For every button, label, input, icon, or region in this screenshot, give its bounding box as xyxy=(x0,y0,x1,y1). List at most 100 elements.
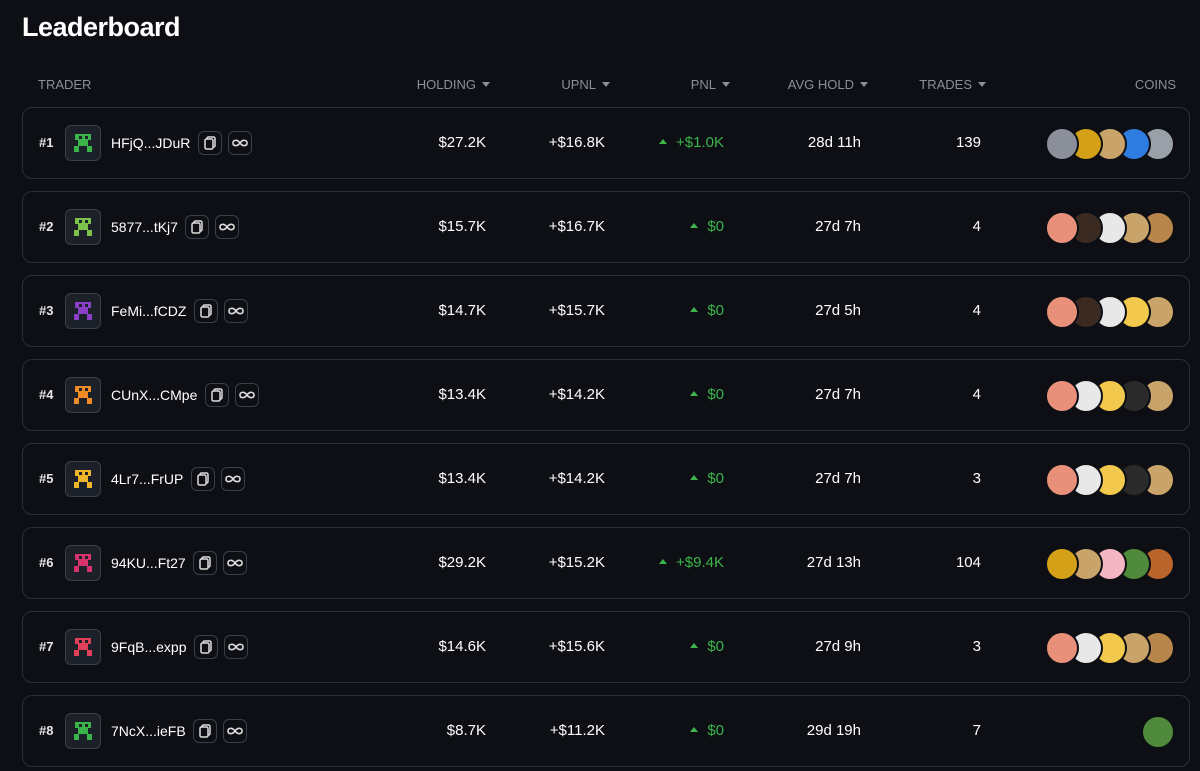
column-header[interactable]: PNL xyxy=(620,77,730,92)
link-button[interactable] xyxy=(223,719,247,743)
column-header[interactable]: HOLDING xyxy=(380,77,490,92)
avg-hold: 27d 9h xyxy=(815,638,861,655)
link-button[interactable] xyxy=(224,635,248,659)
trades: 139 xyxy=(955,134,981,151)
pnl: $0 xyxy=(613,192,724,262)
upnl: +$16.8K xyxy=(548,134,605,151)
column-header[interactable]: UPNL xyxy=(500,77,610,92)
column-label: AVG HOLD xyxy=(787,77,854,92)
trader-avatar xyxy=(65,209,101,245)
table-row: #8 7NcX...ieFB $8.7K +$11.2K $0 29d 19h 7 xyxy=(22,695,1190,767)
table-row: #2 5877...tKj7 $15.7K +$16.7K $0 27d 7h 4 xyxy=(22,191,1190,263)
coin-icon[interactable] xyxy=(1045,463,1079,497)
sort-arrow[interactable] xyxy=(602,82,610,87)
holding: $14.6K xyxy=(438,638,486,655)
avg-hold: 29d 19h xyxy=(806,722,861,739)
trader-avatar xyxy=(65,293,101,329)
link-icon xyxy=(225,475,241,483)
copy-button[interactable] xyxy=(194,299,218,323)
pnl: $0 xyxy=(613,612,724,682)
up-arrow xyxy=(690,307,699,312)
column-label: PNL xyxy=(690,77,716,92)
coin-icon[interactable] xyxy=(1045,379,1079,413)
pnl: $0 xyxy=(613,696,724,766)
copy-button[interactable] xyxy=(193,719,217,743)
copy-button[interactable] xyxy=(194,635,218,659)
coin-icon[interactable] xyxy=(1045,295,1079,329)
pixel-art xyxy=(74,302,92,320)
avg-hold: 27d 5h xyxy=(815,302,861,319)
link-icon xyxy=(232,139,248,147)
trader-avatar xyxy=(65,629,101,665)
coin-icon[interactable] xyxy=(1045,127,1079,161)
link-button[interactable] xyxy=(224,299,248,323)
link-icon xyxy=(228,307,244,315)
pnl: +$1.0K xyxy=(613,108,724,178)
link-button[interactable] xyxy=(228,131,252,155)
trader-avatar xyxy=(65,545,101,581)
rank: #7 xyxy=(39,639,54,654)
trader-address[interactable]: 4Lr7...FrUP xyxy=(111,471,184,487)
table-row: #5 4Lr7...FrUP $13.4K +$14.2K $0 27d 7h 3 xyxy=(22,443,1190,515)
coin-icon[interactable] xyxy=(1045,547,1079,581)
rank: #2 xyxy=(39,219,54,234)
pixel-art xyxy=(74,554,92,572)
trader-address[interactable]: 7NcX...ieFB xyxy=(111,723,186,739)
pixel-art xyxy=(74,218,92,236)
avg-hold: 27d 7h xyxy=(815,470,861,487)
copy-button[interactable] xyxy=(185,215,209,239)
copy-icon xyxy=(191,220,203,234)
copy-button[interactable] xyxy=(198,131,222,155)
copy-button[interactable] xyxy=(205,383,229,407)
link-icon xyxy=(219,223,235,231)
avg-hold: 27d 13h xyxy=(806,554,861,571)
holding: $14.7K xyxy=(438,302,486,319)
copy-icon xyxy=(199,724,211,738)
link-button[interactable] xyxy=(221,467,245,491)
avg-hold: 28d 11h xyxy=(807,134,861,151)
trader-address[interactable]: CUnX...CMpe xyxy=(111,387,198,403)
link-icon xyxy=(227,559,243,567)
sort-arrow[interactable] xyxy=(722,82,730,87)
sort-arrow[interactable] xyxy=(482,82,490,87)
trades: 4 xyxy=(972,218,981,235)
page-title: Leaderboard xyxy=(22,12,181,42)
coin-icon[interactable] xyxy=(1141,715,1175,749)
table-row: #6 94KU...Ft27 $29.2K +$15.2K +$9.4K 27d 13h 1… xyxy=(22,527,1190,599)
trader-address[interactable]: FeMi...fCDZ xyxy=(111,303,187,319)
copy-button[interactable] xyxy=(191,467,215,491)
table-row: #1 HFjQ...JDuR $27.2K +$16.8K +$1.0K 28d 11h 1… xyxy=(22,107,1190,179)
coin-icon[interactable] xyxy=(1045,631,1079,665)
link-button[interactable] xyxy=(223,551,247,575)
link-icon xyxy=(227,727,243,735)
trades: 104 xyxy=(955,554,981,571)
link-button[interactable] xyxy=(235,383,259,407)
upnl: +$15.2K xyxy=(548,554,605,571)
trader-address[interactable]: 9FqB...expp xyxy=(111,639,187,655)
holding: $8.7K xyxy=(446,722,486,739)
pixel-art xyxy=(74,134,92,152)
copy-button[interactable] xyxy=(193,551,217,575)
trader-address[interactable]: 94KU...Ft27 xyxy=(111,555,186,571)
column-header[interactable]: AVG HOLD xyxy=(740,77,868,92)
copy-icon xyxy=(197,472,209,486)
column-label: HOLDING xyxy=(416,77,476,92)
column-header[interactable]: TRADES xyxy=(870,77,986,92)
trader-address[interactable]: HFjQ...JDuR xyxy=(111,135,191,151)
link-button[interactable] xyxy=(215,215,239,239)
sort-arrow[interactable] xyxy=(978,82,986,87)
table-row: #4 CUnX...CMpe $13.4K +$14.2K $0 27d 7h 4 xyxy=(22,359,1190,431)
upnl: +$15.6K xyxy=(548,638,605,655)
upnl: +$15.7K xyxy=(548,302,605,319)
copy-icon xyxy=(200,304,212,318)
trades: 7 xyxy=(972,722,981,739)
rank: #8 xyxy=(39,723,54,738)
coin-icon[interactable] xyxy=(1045,211,1079,245)
trader-address[interactable]: 5877...tKj7 xyxy=(111,219,178,235)
trader-avatar xyxy=(65,125,101,161)
pixel-art xyxy=(74,722,92,740)
up-arrow xyxy=(659,139,668,144)
pnl: $0 xyxy=(613,276,724,346)
sort-arrow[interactable] xyxy=(860,82,868,87)
coin-icon[interactable] xyxy=(1093,379,1127,413)
